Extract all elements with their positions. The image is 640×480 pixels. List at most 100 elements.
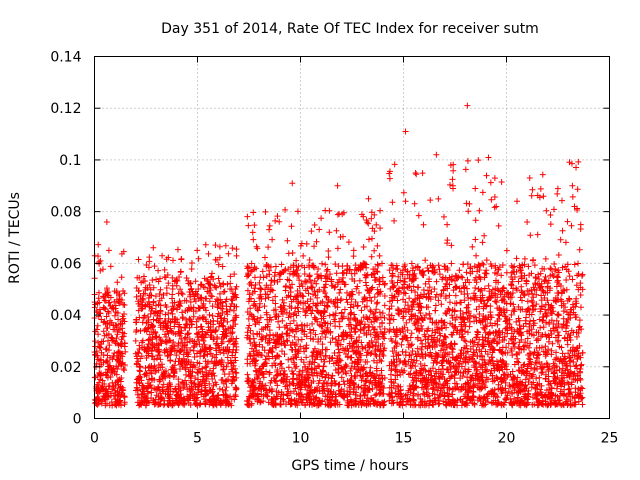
data-point: [138, 353, 145, 360]
data-point: [184, 307, 191, 314]
data-point: [427, 197, 434, 204]
data-point: [166, 348, 173, 355]
data-point: [191, 391, 198, 398]
data-point: [389, 199, 396, 206]
data-point: [231, 271, 238, 278]
data-point: [167, 337, 174, 344]
data-point: [148, 389, 155, 396]
data-point: [147, 310, 154, 317]
data-point: [167, 327, 174, 334]
data-point: [187, 388, 194, 395]
data-point: [154, 313, 161, 320]
data-point: [322, 346, 329, 353]
data-point: [133, 293, 140, 300]
data-point: [172, 358, 179, 365]
data-point: [169, 306, 176, 313]
data-point: [193, 341, 200, 348]
data-point: [198, 294, 205, 301]
data-point: [244, 371, 251, 378]
data-point: [257, 314, 264, 321]
data-point: [213, 284, 220, 291]
data-point: [419, 170, 426, 177]
data-point: [109, 335, 116, 342]
data-point: [96, 388, 103, 395]
data-point: [132, 350, 139, 357]
data-point: [173, 352, 180, 359]
data-point: [163, 333, 170, 340]
data-point: [233, 370, 240, 377]
data-point: [293, 341, 300, 348]
data-point: [376, 309, 383, 316]
data-point: [464, 304, 471, 311]
data-point: [193, 395, 200, 402]
data-point: [190, 362, 197, 369]
data-point: [272, 263, 279, 270]
data-point: [95, 289, 102, 296]
data-point: [192, 308, 199, 315]
data-point: [557, 236, 564, 243]
data-point: [348, 365, 355, 372]
data-point: [576, 246, 583, 253]
data-point: [294, 208, 301, 215]
data-point: [206, 289, 213, 296]
data-point: [285, 364, 292, 371]
data-point: [288, 346, 295, 353]
data-point: [202, 241, 209, 248]
data-point: [345, 239, 352, 246]
data-point: [435, 262, 442, 269]
data-point: [186, 288, 193, 295]
data-point: [163, 284, 170, 291]
data-point: [150, 244, 157, 251]
data-point: [153, 346, 160, 353]
data-point: [564, 218, 571, 225]
data-point: [232, 391, 239, 398]
data-point: [545, 277, 552, 284]
data-point: [257, 274, 264, 281]
data-point: [194, 402, 201, 409]
data-point: [308, 280, 315, 287]
data-point: [170, 339, 177, 346]
data-point: [360, 243, 367, 250]
data-point: [537, 324, 544, 331]
data-point: [433, 278, 440, 285]
data-point: [174, 277, 181, 284]
data-point: [438, 301, 445, 308]
data-point: [137, 296, 144, 303]
data-point: [139, 319, 146, 326]
data-point: [480, 261, 487, 268]
data-point: [183, 350, 190, 357]
data-point: [144, 285, 151, 292]
data-point: [244, 213, 251, 220]
data-point: [156, 290, 163, 297]
data-point: [100, 351, 107, 358]
data-point: [179, 378, 186, 385]
data-point: [164, 272, 171, 279]
data-point: [212, 298, 219, 305]
data-point: [97, 356, 104, 363]
data-point: [472, 185, 479, 192]
data-point: [176, 273, 183, 280]
data-point: [135, 288, 142, 295]
data-point: [100, 328, 107, 335]
data-point: [338, 296, 345, 303]
data-point: [376, 356, 383, 363]
data-point: [146, 258, 153, 265]
data-point: [162, 311, 169, 318]
data-point: [343, 370, 350, 377]
data-point: [230, 323, 237, 330]
data-point: [109, 379, 116, 386]
data-point: [92, 396, 99, 403]
data-point: [156, 334, 163, 341]
data-point: [215, 261, 222, 268]
data-point: [337, 286, 344, 293]
data-point: [443, 280, 450, 287]
data-point: [99, 266, 106, 273]
data-point: [524, 298, 531, 305]
data-point: [187, 293, 194, 300]
data-point: [367, 307, 374, 314]
data-point: [389, 273, 396, 280]
data-point: [151, 310, 158, 317]
data-point: [96, 260, 103, 267]
data-point: [202, 384, 209, 391]
data-point: [228, 402, 235, 409]
